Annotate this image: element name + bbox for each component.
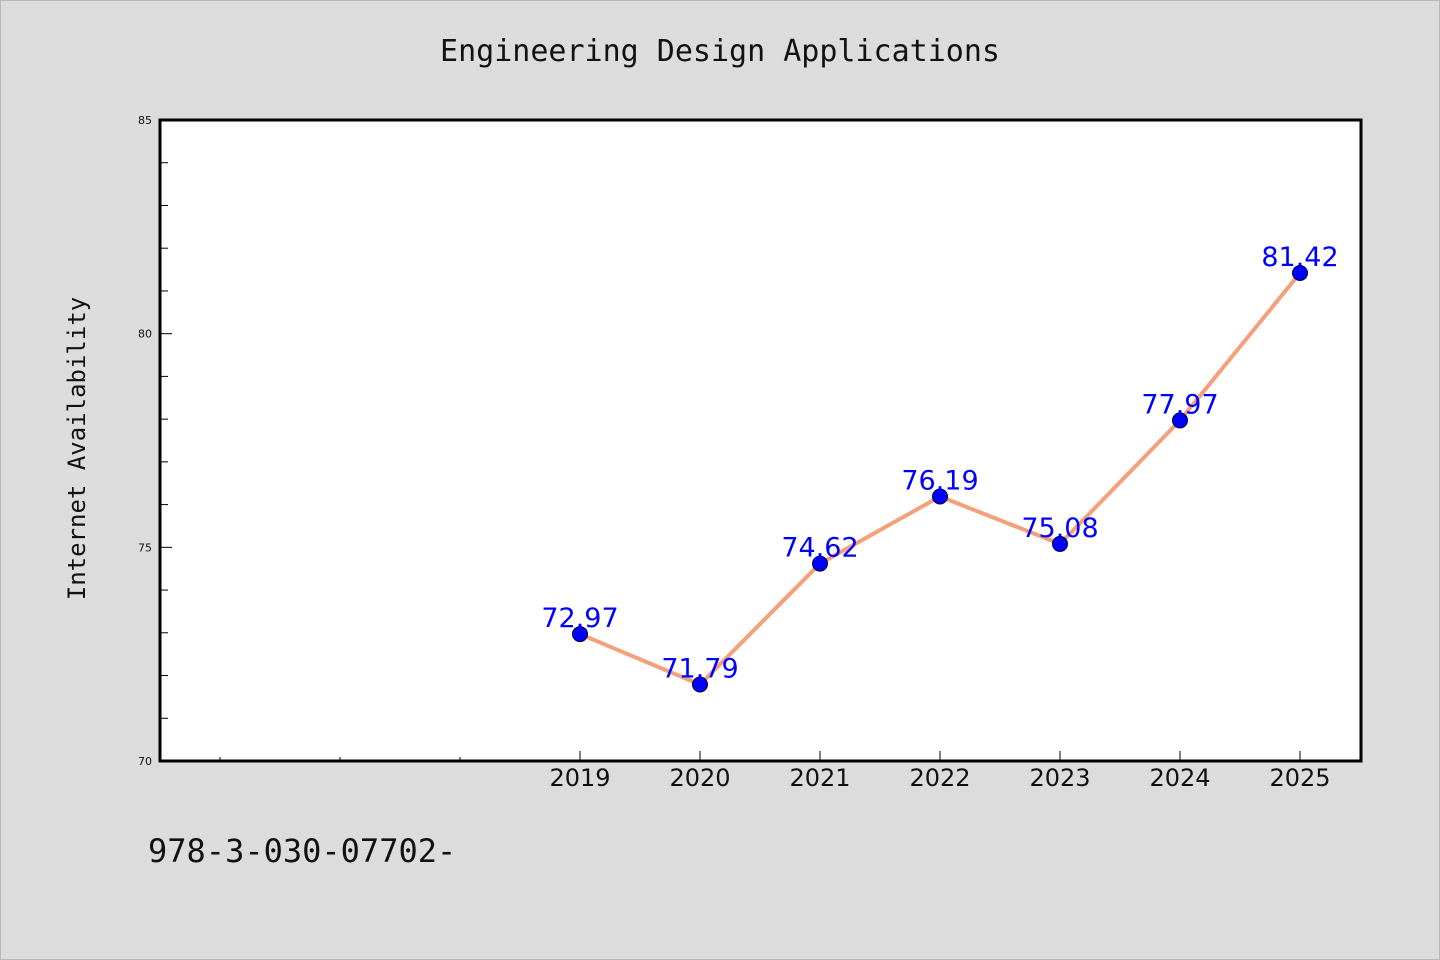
plot-area [158,118,1363,763]
y-tick-label: 85 [138,114,152,127]
data-label: 71.79 [661,654,738,685]
data-point-marker [812,555,828,572]
data-point-marker [932,488,948,505]
x-tick-label: 2024 [1149,764,1210,792]
y-tick-label: 75 [138,541,152,554]
minor-ticks [160,162,461,761]
y-axis-ticks: 70 75 80 85 [138,114,172,768]
x-tick-label: 2023 [1029,764,1090,792]
data-point-marker [1172,412,1188,429]
y-tick-label: 80 [138,328,152,341]
data-label: 75.08 [1021,513,1098,544]
data-point-marker [572,626,588,643]
data-markers [572,264,1308,693]
y-tick-label: 70 [138,755,152,768]
data-labels: 72.97 71.79 74.62 76.19 75.08 77.97 81.42 [541,242,1338,685]
data-label: 77.97 [1141,389,1218,420]
data-point-marker [1052,535,1068,552]
x-tick-label: 2019 [549,764,610,792]
x-tick-label: 2025 [1269,764,1330,792]
y-axis-label: Internet Availability [63,297,91,600]
data-point-marker [692,676,708,693]
x-tick-label: 2020 [669,764,730,792]
footer-code: 978-3-030-07702- [148,832,457,870]
data-label: 72.97 [541,603,618,634]
data-label: 81.42 [1261,242,1338,273]
x-axis-ticks: 2019 2020 2021 2022 2023 2024 2025 [549,751,1331,792]
chart-title: Engineering Design Applications [440,34,1000,69]
data-label: 74.62 [781,533,858,564]
x-tick-label: 2021 [789,764,850,792]
x-tick-label: 2022 [909,764,970,792]
data-point-marker [1292,264,1308,281]
data-label: 76.19 [901,465,978,496]
